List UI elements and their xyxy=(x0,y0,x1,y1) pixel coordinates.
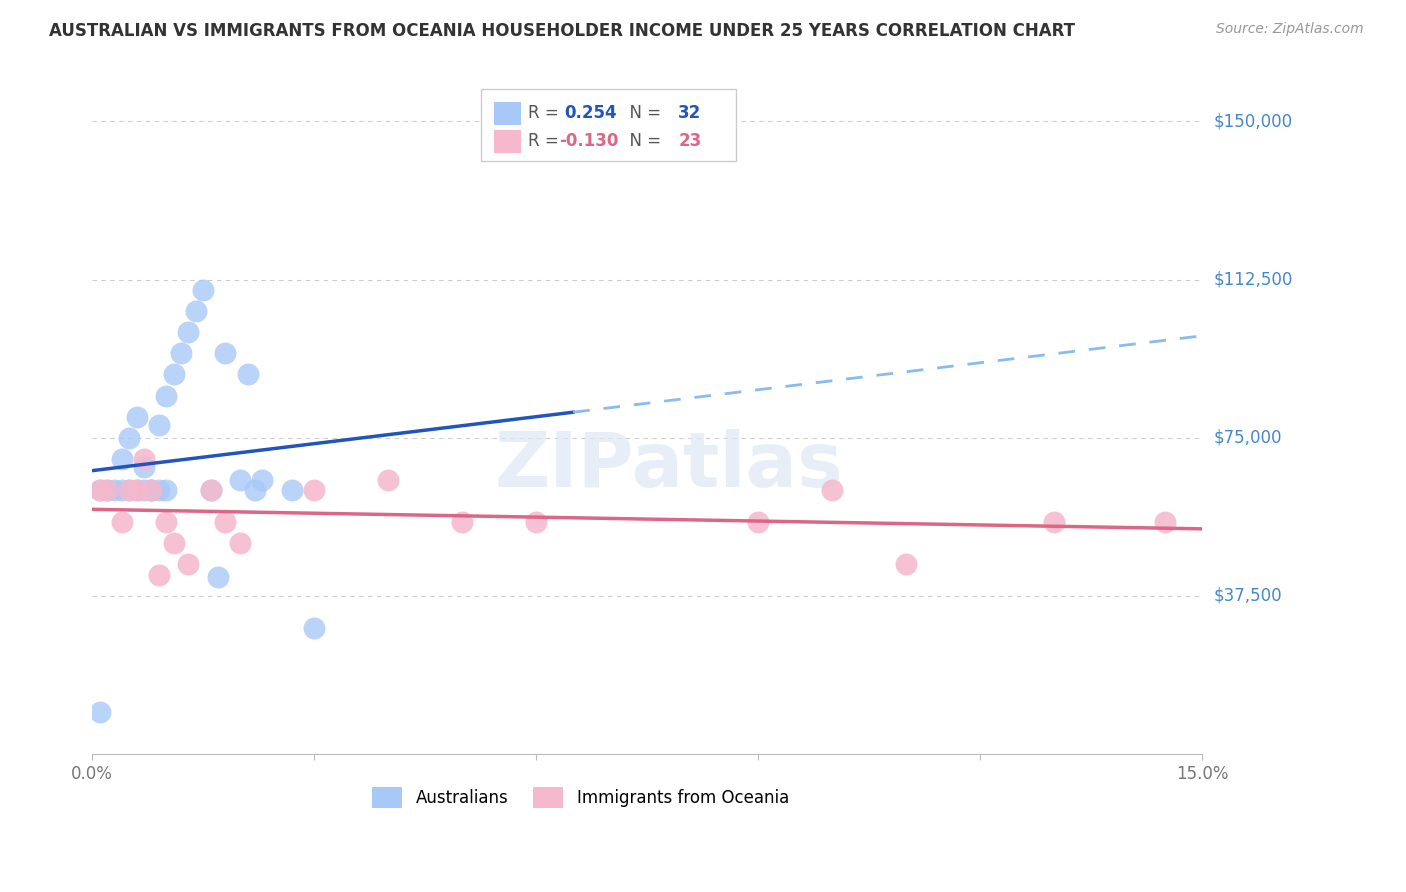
Point xyxy=(125,483,148,498)
Text: N =: N = xyxy=(620,104,666,122)
FancyBboxPatch shape xyxy=(494,102,520,125)
Text: -0.130: -0.130 xyxy=(560,132,619,151)
Point xyxy=(1043,515,1066,529)
Text: 23: 23 xyxy=(678,132,702,151)
Point xyxy=(200,483,222,498)
Point xyxy=(229,536,252,550)
Point xyxy=(96,483,118,498)
Point xyxy=(111,483,134,498)
Point xyxy=(302,483,325,498)
Text: N =: N = xyxy=(620,132,666,151)
Point xyxy=(148,483,170,498)
Point xyxy=(170,346,193,360)
Text: 0.254: 0.254 xyxy=(564,104,616,122)
Point xyxy=(214,346,236,360)
Point xyxy=(132,451,155,466)
Text: Source: ZipAtlas.com: Source: ZipAtlas.com xyxy=(1216,22,1364,37)
Point xyxy=(243,483,266,498)
Point xyxy=(524,515,547,529)
Point xyxy=(451,515,474,529)
Point xyxy=(207,570,229,584)
Text: R =: R = xyxy=(529,104,564,122)
Point xyxy=(125,409,148,424)
Point xyxy=(894,558,917,572)
FancyBboxPatch shape xyxy=(494,129,520,153)
Point xyxy=(162,368,184,382)
Text: $37,500: $37,500 xyxy=(1213,587,1282,605)
Point xyxy=(177,558,200,572)
Point xyxy=(252,473,274,487)
Point xyxy=(155,515,177,529)
Text: ZIPatlas: ZIPatlas xyxy=(495,429,844,503)
Point xyxy=(155,483,177,498)
Point xyxy=(1154,515,1177,529)
Point xyxy=(184,304,207,318)
Text: $150,000: $150,000 xyxy=(1213,112,1292,130)
Text: R =: R = xyxy=(529,132,564,151)
Point xyxy=(200,483,222,498)
Point xyxy=(111,451,134,466)
Point xyxy=(125,483,148,498)
Point xyxy=(302,621,325,635)
Point xyxy=(141,483,163,498)
Point xyxy=(148,418,170,433)
Point xyxy=(821,483,844,498)
Text: $75,000: $75,000 xyxy=(1213,429,1282,447)
Text: $112,500: $112,500 xyxy=(1213,270,1292,288)
Point xyxy=(236,368,259,382)
Point xyxy=(118,483,141,498)
Point xyxy=(89,483,111,498)
Point xyxy=(118,483,141,498)
FancyBboxPatch shape xyxy=(481,89,735,161)
Point xyxy=(118,431,141,445)
Point xyxy=(155,388,177,402)
Point xyxy=(148,567,170,582)
Point xyxy=(162,536,184,550)
Point xyxy=(89,483,111,498)
Point xyxy=(141,483,163,498)
Point xyxy=(96,483,118,498)
Point xyxy=(377,473,399,487)
Point xyxy=(132,483,155,498)
Point xyxy=(193,283,215,297)
Point xyxy=(747,515,769,529)
Point xyxy=(281,483,304,498)
Legend: Australians, Immigrants from Oceania: Australians, Immigrants from Oceania xyxy=(366,780,796,814)
Point xyxy=(214,515,236,529)
Point xyxy=(132,460,155,475)
Text: 32: 32 xyxy=(678,104,702,122)
Point xyxy=(177,325,200,339)
Point xyxy=(141,483,163,498)
Point xyxy=(111,515,134,529)
Point xyxy=(89,705,111,719)
Point xyxy=(229,473,252,487)
Text: AUSTRALIAN VS IMMIGRANTS FROM OCEANIA HOUSEHOLDER INCOME UNDER 25 YEARS CORRELAT: AUSTRALIAN VS IMMIGRANTS FROM OCEANIA HO… xyxy=(49,22,1076,40)
Point xyxy=(103,483,125,498)
